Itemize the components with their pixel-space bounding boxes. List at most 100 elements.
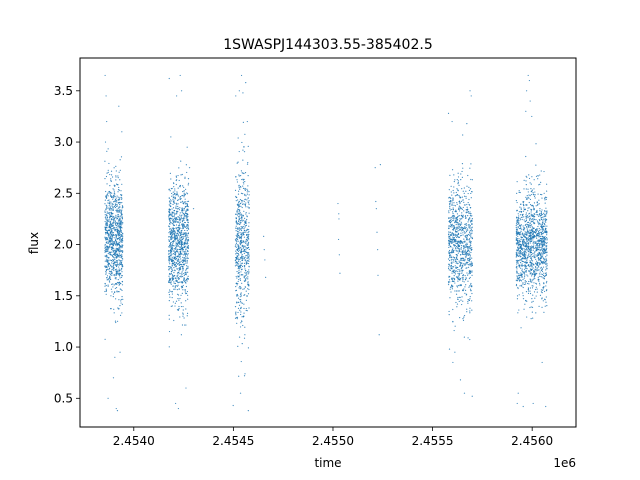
data-point bbox=[530, 306, 532, 308]
data-point bbox=[516, 220, 518, 222]
data-point bbox=[178, 241, 180, 243]
data-point bbox=[121, 196, 123, 199]
data-point bbox=[180, 252, 182, 254]
data-point bbox=[526, 228, 528, 230]
data-point bbox=[537, 254, 539, 257]
data-point bbox=[105, 242, 108, 244]
data-point bbox=[111, 251, 113, 253]
data-point bbox=[467, 221, 469, 223]
data-point bbox=[522, 295, 524, 297]
data-point bbox=[546, 238, 548, 240]
data-point bbox=[462, 206, 464, 209]
data-point bbox=[183, 263, 186, 265]
data-point bbox=[119, 275, 121, 277]
data-point bbox=[521, 271, 524, 273]
data-point bbox=[459, 228, 461, 231]
data-point bbox=[527, 217, 529, 219]
data-point bbox=[243, 172, 245, 175]
data-point bbox=[176, 268, 178, 270]
data-point bbox=[462, 278, 464, 280]
data-point bbox=[543, 216, 545, 218]
data-point bbox=[180, 302, 182, 304]
data-point bbox=[538, 269, 540, 271]
data-point bbox=[179, 198, 181, 200]
data-point bbox=[544, 250, 546, 252]
data-point bbox=[464, 289, 467, 291]
data-point bbox=[529, 280, 531, 282]
data-point bbox=[186, 209, 188, 211]
data-point bbox=[527, 226, 529, 228]
data-point bbox=[531, 287, 534, 289]
data-point bbox=[113, 308, 115, 310]
data-point bbox=[118, 259, 120, 261]
data-point bbox=[448, 225, 450, 227]
data-point bbox=[533, 207, 535, 210]
data-point bbox=[240, 170, 243, 172]
data-point bbox=[453, 234, 455, 236]
data-point bbox=[520, 203, 522, 206]
data-point bbox=[172, 244, 174, 247]
data-point bbox=[534, 241, 536, 243]
data-point bbox=[120, 235, 123, 237]
data-point bbox=[534, 297, 536, 299]
data-point bbox=[529, 260, 531, 262]
data-point bbox=[187, 238, 190, 241]
data-point bbox=[170, 271, 173, 273]
data-point bbox=[235, 289, 238, 291]
data-point bbox=[339, 272, 341, 274]
data-point bbox=[532, 193, 534, 195]
data-point bbox=[185, 274, 187, 276]
data-point bbox=[241, 316, 243, 318]
data-point bbox=[185, 210, 187, 212]
data-point bbox=[185, 233, 187, 235]
data-point bbox=[112, 198, 114, 200]
data-point bbox=[245, 260, 247, 262]
data-point bbox=[538, 275, 541, 277]
data-point bbox=[112, 377, 115, 379]
data-point bbox=[177, 230, 179, 233]
data-point bbox=[535, 312, 537, 314]
data-point bbox=[186, 256, 188, 258]
data-point bbox=[522, 239, 524, 241]
data-point bbox=[108, 262, 111, 265]
data-point bbox=[120, 247, 122, 249]
data-point bbox=[111, 234, 114, 237]
data-point bbox=[462, 190, 464, 192]
data-point bbox=[452, 251, 454, 253]
data-point bbox=[236, 241, 238, 243]
data-point bbox=[172, 194, 174, 196]
data-point bbox=[182, 185, 184, 187]
data-point bbox=[535, 232, 537, 234]
data-point bbox=[515, 266, 517, 268]
data-point bbox=[104, 247, 107, 249]
data-point bbox=[187, 278, 189, 280]
data-point bbox=[454, 179, 456, 181]
data-point bbox=[178, 229, 180, 231]
data-point bbox=[180, 285, 183, 287]
data-point bbox=[175, 175, 177, 177]
data-point bbox=[169, 230, 171, 233]
data-point bbox=[116, 228, 119, 230]
data-point bbox=[454, 235, 457, 237]
data-point bbox=[183, 186, 185, 188]
data-point bbox=[462, 234, 464, 236]
data-point bbox=[515, 252, 517, 254]
data-point bbox=[528, 264, 530, 266]
data-point bbox=[246, 188, 248, 190]
data-point bbox=[237, 216, 240, 218]
data-point bbox=[517, 259, 519, 262]
data-point bbox=[118, 227, 120, 229]
data-point bbox=[460, 208, 463, 210]
data-point bbox=[111, 243, 113, 245]
data-point bbox=[467, 298, 469, 301]
data-point bbox=[178, 234, 180, 236]
data-point bbox=[517, 213, 519, 215]
data-point bbox=[110, 170, 113, 172]
data-point bbox=[467, 266, 470, 268]
data-point bbox=[178, 224, 180, 227]
data-point bbox=[119, 260, 121, 262]
data-point bbox=[530, 193, 532, 196]
data-point bbox=[114, 243, 116, 245]
data-point bbox=[106, 261, 108, 263]
data-point bbox=[120, 194, 122, 196]
